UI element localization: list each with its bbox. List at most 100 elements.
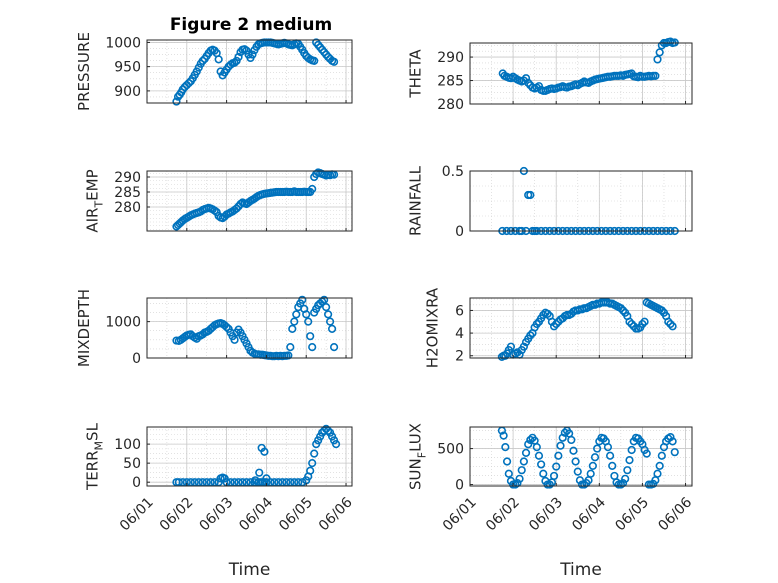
y-tick-label: 280 [114, 200, 141, 216]
data-point [513, 348, 522, 357]
data-point [327, 324, 337, 334]
data-point [310, 449, 319, 458]
data-point [534, 451, 544, 460]
data-point [549, 471, 559, 481]
data-point [232, 204, 241, 213]
y-tick-label: 1000 [105, 315, 141, 331]
data-point [226, 478, 235, 487]
data-point [178, 478, 187, 487]
data-point [573, 467, 582, 476]
y-tick-label: 100 [114, 437, 141, 453]
data-point [274, 478, 283, 487]
data-point [255, 468, 264, 477]
y-axis-label: AIRTEMP [84, 169, 106, 232]
data-point [248, 50, 257, 59]
data-point [251, 476, 260, 485]
data-point [526, 331, 535, 340]
data-point [588, 461, 597, 470]
data-point [571, 457, 580, 466]
data-point [506, 342, 516, 351]
data-point [322, 302, 331, 312]
data-point [304, 317, 313, 326]
data-point [270, 478, 279, 487]
series-points [172, 424, 341, 487]
data-point [603, 443, 613, 452]
data-point [222, 322, 231, 332]
data-point [292, 310, 301, 319]
y-axis-label: H2OMIXRA [424, 287, 442, 368]
data-point [657, 306, 666, 315]
data-point [618, 306, 628, 315]
data-point [605, 451, 615, 460]
data-point [666, 432, 675, 442]
data-point [230, 478, 239, 487]
axes-box [146, 426, 353, 487]
data-point [324, 310, 333, 319]
y-tick-label: 285 [114, 185, 141, 201]
data-point [260, 447, 269, 456]
figure-title: Figure 2 medium [170, 15, 332, 35]
data-point [186, 478, 195, 487]
data-point [640, 317, 649, 326]
y-tick-label: 500 [437, 442, 464, 458]
y-tick-label: 0 [455, 478, 464, 494]
data-point [282, 478, 291, 487]
data-point [668, 437, 677, 446]
y-axis-label: TERRMSL [84, 422, 106, 491]
data-point [655, 461, 664, 470]
y-tick-label: 0 [455, 224, 464, 240]
data-point [246, 478, 255, 487]
data-point [310, 56, 319, 65]
data-point [190, 478, 199, 487]
data-point [230, 335, 239, 344]
data-point [302, 310, 311, 319]
data-point [326, 317, 335, 326]
data-point [198, 478, 207, 487]
data-point [329, 342, 339, 352]
data-point [655, 48, 664, 57]
y-tick-label: 285 [437, 74, 464, 90]
data-point [554, 451, 563, 460]
data-point [238, 478, 247, 487]
subplot-1: 900 950 1000 PRESSURE [75, 32, 353, 111]
data-point [545, 480, 554, 489]
data-point [625, 455, 634, 465]
data-point [502, 457, 512, 466]
data-point [543, 309, 552, 318]
data-point [519, 457, 528, 466]
data-point [666, 319, 675, 329]
axes-box [469, 42, 693, 105]
series-points [497, 298, 677, 361]
subplot-2: 280 285 290 THETA [407, 37, 693, 113]
y-axis-label: THETA [407, 49, 425, 99]
axes-box [146, 170, 353, 232]
axes-box [146, 297, 353, 359]
axes-box [469, 426, 693, 487]
data-point [664, 317, 673, 326]
subplot-5: 0 1000 MIXDEPTH [75, 289, 353, 367]
data-point [206, 478, 215, 487]
y-tick-label: 0 [132, 475, 141, 491]
data-point [212, 208, 221, 217]
data-point [234, 478, 243, 487]
y-tick-label: 950 [114, 60, 141, 76]
data-point [172, 97, 181, 106]
y-tick-label: 50 [123, 456, 141, 472]
data-point [278, 478, 287, 487]
data-point [519, 342, 528, 351]
data-point [556, 441, 565, 450]
data-point [298, 295, 307, 304]
data-point [569, 446, 578, 455]
y-axis-label: MIXDEPTH [75, 289, 93, 367]
data-point [593, 444, 602, 453]
data-point [194, 478, 203, 487]
x-axis-label: Time [228, 560, 271, 580]
data-point [517, 466, 526, 475]
data-point [532, 319, 541, 329]
data-point [329, 57, 339, 66]
data-point [670, 448, 679, 457]
data-point [324, 426, 333, 435]
data-point [308, 459, 317, 468]
data-point [202, 478, 211, 487]
